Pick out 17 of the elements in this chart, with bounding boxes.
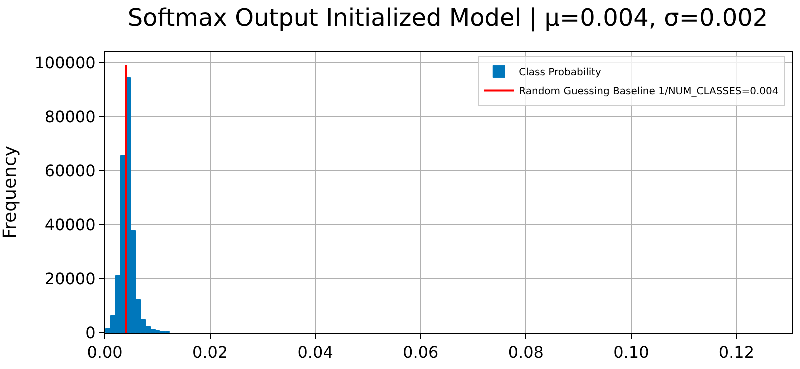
x-tick-label: 0.12	[718, 343, 755, 362]
x-tick-label: 0.04	[298, 343, 334, 362]
x-tick-label: 0.00	[87, 343, 123, 362]
y-tick-label: 0	[86, 324, 96, 343]
y-tick-label: 20000	[44, 270, 96, 289]
x-tick-label: 0.06	[403, 343, 439, 362]
chart-title: Softmax Output Initialized Model | μ=0.004, σ=0.002	[128, 4, 768, 32]
y-tick-label: 80000	[44, 107, 96, 126]
legend-label: Class Probability	[519, 68, 602, 79]
legend-label: Random Guessing Baseline 1/NUM_CLASSES=0.004	[519, 86, 779, 98]
x-tick-label: 0.02	[192, 343, 228, 362]
y-tick-label: 60000	[44, 161, 96, 180]
y-tick-label: 40000	[44, 216, 96, 235]
y-axis-title: Frequency	[0, 146, 21, 239]
x-tick-label: 0.10	[614, 343, 650, 362]
y-tick-label: 100000	[34, 53, 96, 72]
x-tick-label: 0.08	[508, 343, 544, 362]
